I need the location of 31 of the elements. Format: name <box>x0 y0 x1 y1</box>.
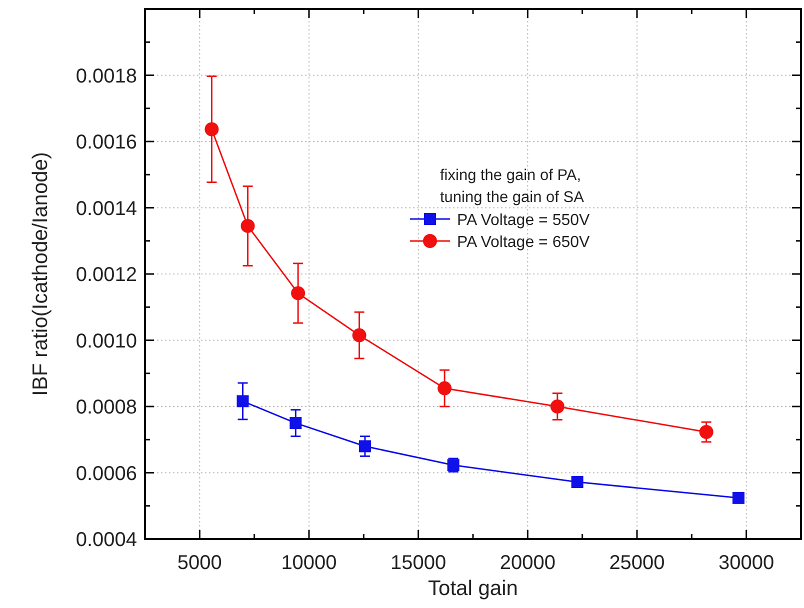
point <box>204 122 219 136</box>
x-tick-label: 15000 <box>390 552 446 574</box>
legend-label: PA Voltage = 650V <box>457 234 590 251</box>
x-tick-label: 5000 <box>177 552 222 574</box>
point <box>438 381 452 396</box>
point <box>732 492 744 504</box>
legend-title: fixing the gain of PA, tuning the gain of SA <box>440 167 585 206</box>
y-tick-label: 0.0018 <box>76 65 137 88</box>
point <box>240 218 255 233</box>
point <box>352 328 366 342</box>
x-tick-label: 20000 <box>500 552 556 574</box>
y-tick-label: 0.0004 <box>76 529 137 551</box>
point <box>571 476 584 488</box>
point <box>699 425 714 440</box>
x-tick-label: 10000 <box>281 552 337 574</box>
x-tick-label: 30000 <box>718 552 774 574</box>
y-tick-label: 0.0008 <box>76 396 137 418</box>
legend-label: PA Voltage = 550V <box>457 212 590 229</box>
y-tick-label: 0.0006 <box>76 462 137 485</box>
x-axis-title: Total gain <box>428 577 518 600</box>
point <box>358 440 371 452</box>
y-tick-label: 0.0016 <box>76 132 137 154</box>
y-axis-title: IBF ratio(Icathode/Ianode) <box>29 152 52 396</box>
x-tick-label: 25000 <box>609 552 665 574</box>
point <box>550 400 564 414</box>
y-tick-label: 0.0012 <box>76 264 137 286</box>
text: 0.0010 <box>76 330 137 352</box>
point <box>291 286 306 300</box>
point <box>236 395 249 408</box>
y-tick-label: 0.0014 <box>76 198 137 220</box>
point <box>290 417 302 430</box>
